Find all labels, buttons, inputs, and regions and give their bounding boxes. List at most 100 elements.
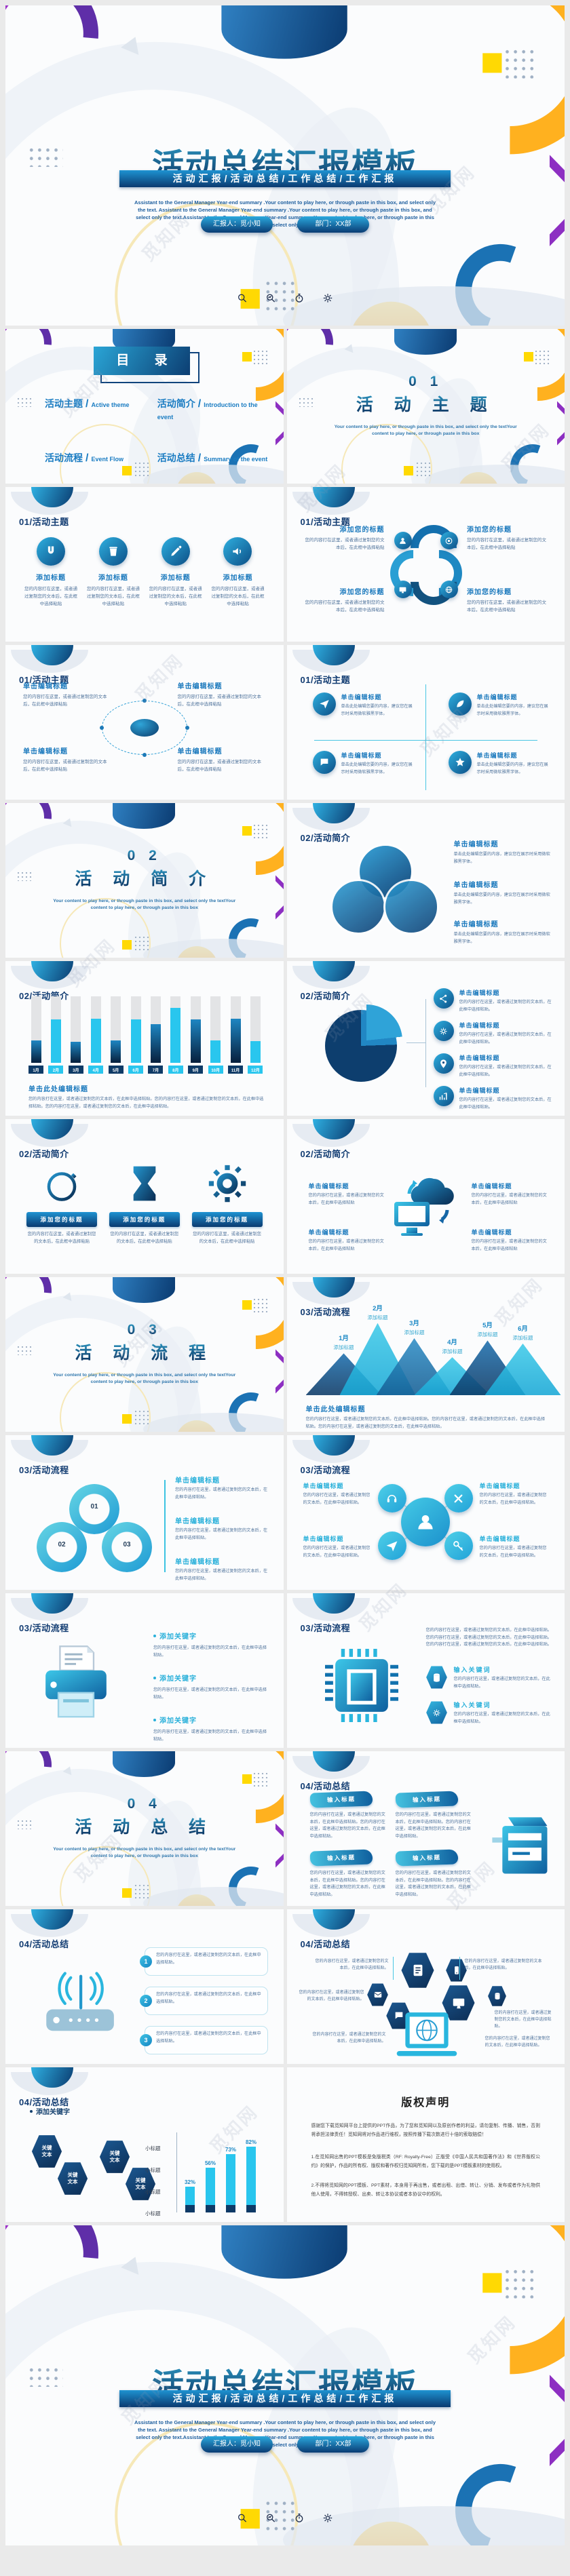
slide-header: 03/活动流程 xyxy=(300,1306,351,1317)
block-text: 您的内容打在这里，或者通过复制您的文本后，在此框中选择粘贴 xyxy=(308,1193,384,1205)
slide-flow-hub[interactable]: 03/活动流程 单击编辑标题 您的内容打在这里，或者通过复制您的文本后，在此框中选… xyxy=(286,1435,565,1590)
mountain-label: 4月 添加标题 xyxy=(442,1339,463,1354)
block-title: 单击编辑标题 xyxy=(175,1477,220,1485)
keyword-row: 输入关键词 您的内容打在这里，或者通过复制您的文本后，在此框中选择粘贴。 xyxy=(426,1700,552,1725)
section-subtitle: Your content to play here, or through pa… xyxy=(334,424,517,436)
slide-closing[interactable]: 活动总结汇报模板 活动汇报/活动总结/工作总结/工作汇报 Assistant t… xyxy=(5,2225,565,2545)
toc-item-theme[interactable]: 活动主题 / Active theme xyxy=(45,397,157,423)
block-text: 您的内容打在这里，或者通过复制您的文本后，在此框中选择粘贴。 xyxy=(303,1493,370,1505)
cell-title: 单击编辑标题 xyxy=(476,694,518,701)
slide-header: 02/活动简介 xyxy=(300,832,351,843)
slide-flow-loops[interactable]: 03/活动流程 01 02 03 单击编辑标题 您的内容打在这里，或者通过复制您的… xyxy=(5,1435,284,1590)
keyword-row: 输入关键词 您的内容打在这里，或者通过复制您的文本后，在此框中选择粘贴。 xyxy=(426,1665,552,1690)
slide-copyright[interactable]: 版权声明 感谢您下载觅知网平台上提供的PPT作品，为了您和觅知网以及原创作者的利… xyxy=(286,2067,565,2222)
caption-title: 单击此处编辑标题 xyxy=(305,1406,366,1413)
mountain-label: 5月 添加标题 xyxy=(477,1322,498,1338)
slide-header: 03/活动流程 xyxy=(19,1622,69,1633)
closing-description: Assistant to the General Manager Year-en… xyxy=(134,2419,436,2448)
block-text: 您的内容打在这里，或者通过复制您的文本后，在此框中选择粘贴 xyxy=(305,600,385,613)
slide-flow-mountains[interactable]: 03/活动流程 1月 添加标题 2月 添加标题 3月 添加标题 4月 添加标题 5月 添加… xyxy=(286,1277,565,1432)
paper-plane-icon xyxy=(319,700,329,709)
slide-intro-bar-chart[interactable]: 02/活动简介 1月 2月 3月 4月 5月 6月 7月 8月 9月 10月 1… xyxy=(5,961,284,1116)
step-text: 您的内容打在这里，或者通过复制您的文本后，在此框中选择粘贴。 xyxy=(156,2031,261,2044)
block-title: 单击编辑标题 xyxy=(303,1536,344,1542)
bar: 8月 xyxy=(168,996,183,1074)
slide-summary-ribbons[interactable]: 04/活动总结 输入标题 您的内容打在这里，或者通过复制您的文本后，在此框中选择粘… xyxy=(286,1751,565,1906)
slide-theme-orbit[interactable]: 01/活动主题 单击编辑标题 您的内容打在这里，或者通过复制您的文本后，在此框中选… xyxy=(5,645,284,800)
slide-theme-quadrants[interactable]: 01/活动主题 单击编辑标题 单击此处编辑您要的内容，建议您在展示时采用微软雅黑字… xyxy=(286,645,565,800)
section-number: 0 2 xyxy=(5,848,284,864)
quadrant-cell: 单击编辑标题 单击此处编辑您要的内容，建议您在展示时采用微软雅黑字体。 xyxy=(448,692,552,718)
block-text: 您的内容打在这里，或者通过复制您的文本后，在此框中选择粘贴 xyxy=(471,1193,547,1205)
item-text: 您的内容打在这里，或者通过复制您的文本后，在此框中选择粘贴 xyxy=(86,587,140,607)
quadrant-cell: 单击编辑标题 单击此处编辑您要的内容，建议您在展示时采用微软雅黑字体。 xyxy=(448,751,552,776)
slide-toc[interactable]: 目 录 活动主题 / Active theme 活动简介 / Introduction … xyxy=(5,329,284,484)
slide-intro-venn[interactable]: 02/活动简介 单击编辑标题单击此处编辑您要的内容，建议您在展示时采用微软雅黑字… xyxy=(286,803,565,958)
row-label: 小标题 xyxy=(145,2210,161,2217)
slide-summary-keywords[interactable]: 04/活动总结 添加关键字 关键文本 关键文本 关键文本 关键文本 小标题 小标… xyxy=(5,2067,284,2222)
key-icon xyxy=(453,1540,463,1550)
copyright-title: 版权声明 xyxy=(401,2097,451,2109)
slide-section-04[interactable]: 0 4 活 动 总 结 Your content to play here, o… xyxy=(5,1751,284,1906)
block-text: 单击此处编辑您要的内容，建议您在展示时采用微软雅黑字体。 xyxy=(453,852,550,864)
toc-slash: / xyxy=(197,398,202,410)
slide-section-03[interactable]: 0 3 活 动 流 程 Your content to play here, o… xyxy=(5,1277,284,1432)
paper-plane-icon xyxy=(386,1540,398,1551)
step-number: 2 xyxy=(140,1995,152,2007)
bar-value: 82% xyxy=(245,2139,256,2145)
text-block: 单击编辑标题您的内容打在这里，或者通过复制您的文本后，在此框中选择粘贴。 xyxy=(303,1534,373,1559)
block-text: 您的内容打在这里，或者通过复制您的文本后，在此框中选择粘贴。 xyxy=(175,1487,268,1500)
text-block: 单击编辑标题 您的内容打在这里，或者通过复制您的文本后，在此框中选择粘贴 xyxy=(309,1228,385,1253)
text-block: 单击编辑标题 您的内容打在这里，或者通过复制您的文本后，在此框中选择粘贴 xyxy=(23,745,111,773)
corner-cloud-decoration xyxy=(11,2067,95,2099)
block-text: 单击此处编辑您要的内容，建议您在展示时采用微软雅黑字体。 xyxy=(453,932,550,944)
router-antenna-icon xyxy=(46,1972,114,2031)
block-text: 您的内容打在这里，或者通过复制您的文本后，在此框中选择粘贴 xyxy=(177,760,262,773)
gear-icon xyxy=(323,2514,332,2522)
toc-item-flow[interactable]: 活动流程 / Event Flow xyxy=(45,451,157,465)
cell-text: 单击此处编辑您要的内容，建议您在展示时采用微软雅黑字体。 xyxy=(341,704,413,716)
slide-intro-icons[interactable]: 02/活动简介 添加您的标题 您的内容打在这里，或者通过复制您的文本后，在此框中… xyxy=(5,1119,284,1274)
slide-flow-chip[interactable]: 03/活动流程 您的内容打在这里，或者通过复制您的文本后，在此框中选择粘贴。您的… xyxy=(286,1593,565,1748)
slide-intro-cloud-sync[interactable]: 02/活动简介 单击编辑标题 您的内容打在这里，或者通过复制您的文本后，在此框中选… xyxy=(286,1119,565,1274)
toc-item-zh: 活动总结 xyxy=(157,452,195,463)
slide-summary-hexnet[interactable]: 04/活动总结 您的内容打在这里，或者通过复制您的文本后，在此框中选择粘贴。 您… xyxy=(286,1909,565,2064)
keyword-text: 您的内容打在这里，或者通过复制您的文本后，在此框中选择粘贴。 xyxy=(153,1687,267,1700)
globe-icon xyxy=(445,586,453,593)
slide-intro-pie[interactable]: 02/活动简介 单击编辑标题 您的内容打在这里，或者通过复制您的文本后，在此框中选… xyxy=(286,961,565,1116)
block-title: 单击编辑标题 xyxy=(479,1536,520,1542)
text-block: 单击编辑标题 您的内容打在这里，或者通过复制您的文本后，在此框中选择粘贴 xyxy=(178,680,266,708)
toc-item-zh: 活动流程 xyxy=(45,452,83,463)
keyword-text: 您的内容打在这里，或者通过复制您的文本后，在此框中选择粘贴。 xyxy=(153,1645,267,1658)
toc-item-intro[interactable]: 活动简介 / Introduction to the event xyxy=(157,397,270,423)
phone-icon xyxy=(454,1966,459,1974)
block-title: 单击编辑标题 xyxy=(453,921,499,929)
slide-section-02[interactable]: 0 2 活 动 简 介 Your content to play here, o… xyxy=(5,803,284,958)
bar: 12月 xyxy=(248,996,263,1074)
document-icon xyxy=(413,1964,422,1976)
zoom-chart-icon xyxy=(267,2514,276,2522)
toc-slash: / xyxy=(197,452,202,464)
toc-item-summary[interactable]: 活动总结 / Summary of the event xyxy=(157,451,270,465)
block-title: 单击编辑标题 xyxy=(471,1183,512,1190)
text-block: 添加您的标题 您的内容打在这里，或者通过复制您的文本后，在此框中选择粘贴 xyxy=(302,586,385,614)
slide-flow-printer[interactable]: 03/活动流程 添加关键字 您的内容打在这里，或者通过复制您的文本后，在此框中选择… xyxy=(5,1593,284,1748)
slide-section-01[interactable]: 0 1 活 动 主 题 Your content to play here, o… xyxy=(286,329,565,484)
icon-column: 添加标题 您的内容打在这里，或者通过复制您的文本后，在此框中选择粘贴 xyxy=(148,537,204,608)
corner-cloud-decoration xyxy=(292,1751,377,1782)
cover-tool-icons xyxy=(238,293,333,303)
text-block: 单击编辑标题 您的内容打在这里，或者通过复制您的文本后，在此框中选择粘贴。 xyxy=(480,1481,549,1506)
slide-theme-icons[interactable]: 01/活动主题 添加标题 您的内容打在这里，或者通过复制您的文本后，在此框中选择… xyxy=(5,487,284,642)
cell-title: 单击编辑标题 xyxy=(341,752,382,759)
chart-caption: 单击此处编辑标题 您的内容打在这里，或者通过复制您的文本后，在此框中选择粘贴。您… xyxy=(306,1403,548,1430)
text-block: 单击编辑标题单击此处编辑您要的内容，建议您在展示时采用微软雅黑字体。 xyxy=(454,918,553,945)
slide-cover[interactable]: 活动总结汇报模板 活动汇报/活动总结/工作总结/工作汇报 Assistant t… xyxy=(5,5,565,326)
pinwheel-graphic xyxy=(380,515,472,615)
ribbon-label: 输入标题 xyxy=(395,1849,458,1867)
slide-summary-router[interactable]: 04/活动总结 1 您的内容打在这里，或者通过复制您的文本后，在此框中选择粘贴。 … xyxy=(5,1909,284,2064)
department-badge: 部门：XX部 xyxy=(297,216,369,233)
caption-text: 您的内容打在这里，或者通过复制您的文本后，在此框中选择粘贴。您的内容打在这里，或… xyxy=(28,1097,264,1109)
bar: 5月 xyxy=(108,996,124,1074)
slide-theme-pinwheel[interactable]: 01/活动主题 添加您的标题 您的内容打在这里，或者通过复制您的文本后，在此框中选… xyxy=(286,487,565,642)
block-text: 您的内容打在这里，或者通过复制您的文本后，在此框中选择粘贴。 xyxy=(303,1546,370,1558)
